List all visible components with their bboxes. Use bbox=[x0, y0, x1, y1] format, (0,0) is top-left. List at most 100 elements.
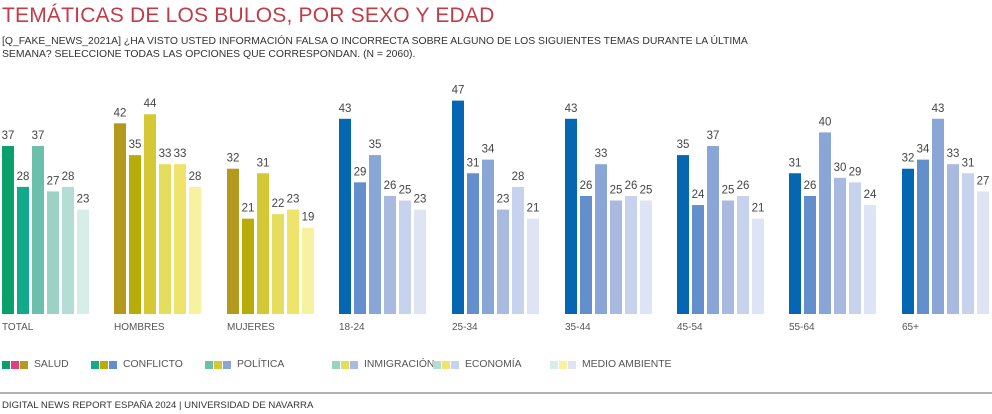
bar bbox=[189, 186, 201, 314]
bar bbox=[512, 186, 524, 314]
legend-item: INMIGRACIÓN bbox=[332, 359, 434, 370]
data-label: 29 bbox=[849, 166, 862, 178]
legend-swatch bbox=[223, 360, 231, 369]
data-label: 47 bbox=[452, 85, 465, 97]
data-label: 23 bbox=[287, 194, 300, 206]
bar bbox=[677, 155, 689, 314]
legend-item: SALUD bbox=[2, 359, 69, 370]
data-label: 43 bbox=[565, 103, 578, 115]
bar bbox=[849, 182, 861, 314]
bar bbox=[962, 173, 974, 314]
data-label: 27 bbox=[47, 175, 60, 187]
data-label: 40 bbox=[819, 116, 832, 128]
data-label: 37 bbox=[2, 130, 15, 142]
bar bbox=[692, 205, 704, 314]
bar bbox=[257, 173, 269, 314]
chart-subtitle: [Q_FAKE_NEWS_2021A] ¿HA VISTO USTED INFO… bbox=[2, 36, 748, 60]
data-label: 34 bbox=[482, 144, 495, 156]
legend-swatch bbox=[100, 360, 108, 369]
data-label: 24 bbox=[864, 189, 877, 201]
bar bbox=[819, 132, 831, 314]
category-label: MUJERES bbox=[227, 322, 275, 333]
bar bbox=[932, 118, 944, 314]
legend-swatch bbox=[451, 360, 459, 369]
bar bbox=[354, 182, 366, 314]
legend-swatch bbox=[332, 360, 340, 369]
bar bbox=[789, 173, 801, 314]
legend-item: POLÍTICA bbox=[205, 359, 284, 370]
bar bbox=[144, 114, 156, 315]
bar bbox=[864, 205, 876, 314]
data-label: 21 bbox=[527, 203, 540, 215]
data-label: 28 bbox=[17, 171, 30, 183]
bar bbox=[32, 146, 44, 314]
data-label: 28 bbox=[62, 171, 75, 183]
bar bbox=[917, 159, 929, 314]
bar bbox=[497, 209, 509, 314]
data-label: 25 bbox=[640, 185, 653, 197]
legend-label: SALUD bbox=[34, 359, 69, 370]
legend-swatch bbox=[11, 360, 19, 369]
data-label: 29 bbox=[354, 166, 367, 178]
bar bbox=[640, 200, 652, 314]
bar bbox=[834, 177, 846, 314]
legend-swatch bbox=[214, 360, 222, 369]
legend-swatch bbox=[341, 360, 349, 369]
footer-divider bbox=[0, 392, 992, 394]
bar bbox=[287, 209, 299, 314]
bar bbox=[752, 218, 764, 314]
legend-item: CONFLICTO bbox=[91, 359, 183, 370]
bar bbox=[62, 186, 74, 314]
data-label: 26 bbox=[384, 180, 397, 192]
data-label: 33 bbox=[595, 148, 608, 160]
category-label: HOMBRES bbox=[114, 322, 165, 333]
data-label: 19 bbox=[302, 212, 315, 224]
data-label: 26 bbox=[580, 180, 593, 192]
bar bbox=[902, 168, 914, 314]
legend-swatch bbox=[2, 360, 10, 369]
data-label: 35 bbox=[677, 139, 690, 151]
legend-item: ECONOMÍA bbox=[433, 359, 522, 370]
legend-swatch bbox=[550, 360, 558, 369]
data-label: 28 bbox=[189, 171, 202, 183]
data-label: 32 bbox=[227, 153, 240, 165]
data-label: 26 bbox=[625, 180, 638, 192]
bar bbox=[227, 168, 239, 314]
bar bbox=[384, 195, 396, 314]
bar bbox=[737, 195, 749, 314]
source-footer: DIGITAL NEWS REPORT ESPAÑA 2024 | UNIVER… bbox=[2, 400, 314, 411]
bar bbox=[595, 164, 607, 314]
bar bbox=[947, 164, 959, 314]
data-label: 43 bbox=[932, 103, 945, 115]
bar bbox=[565, 118, 577, 314]
bar bbox=[722, 200, 734, 314]
bar bbox=[527, 218, 539, 314]
bar bbox=[452, 100, 464, 315]
category-label: 55-64 bbox=[789, 322, 815, 333]
data-label: 25 bbox=[722, 185, 735, 197]
data-label: 23 bbox=[497, 194, 510, 206]
bar bbox=[369, 155, 381, 314]
legend-label: CONFLICTO bbox=[123, 359, 183, 370]
bar bbox=[114, 123, 126, 314]
data-label: 37 bbox=[707, 130, 720, 142]
category-label: TOTAL bbox=[2, 322, 34, 333]
bar bbox=[399, 200, 411, 314]
legend-label: POLÍTICA bbox=[237, 359, 285, 370]
category-label: 25-34 bbox=[452, 322, 478, 333]
data-label: 33 bbox=[159, 148, 172, 160]
data-label: 21 bbox=[752, 203, 765, 215]
legend-swatch bbox=[433, 360, 441, 369]
data-label: 34 bbox=[917, 144, 930, 156]
legend-swatch bbox=[20, 360, 28, 369]
data-label: 26 bbox=[737, 180, 750, 192]
bar bbox=[610, 200, 622, 314]
data-label: 44 bbox=[144, 98, 157, 110]
legend-swatch bbox=[91, 360, 99, 369]
bar bbox=[580, 195, 592, 314]
data-label: 22 bbox=[272, 198, 285, 210]
